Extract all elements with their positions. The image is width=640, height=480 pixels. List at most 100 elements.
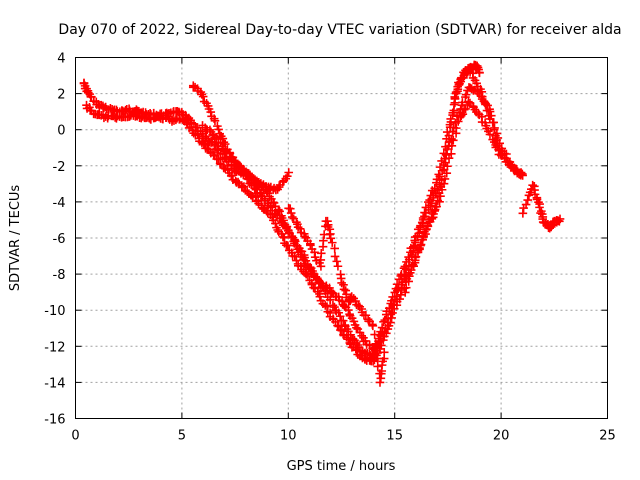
data-point [368,356,378,366]
data-point [386,310,396,319]
data-point [433,196,443,205]
data-point [442,144,452,154]
data-point [401,283,411,293]
data-point [256,190,266,200]
data-point [373,362,383,371]
data-point [333,261,343,271]
data-point [411,238,420,247]
y-tick-label: -8 [53,268,66,283]
data-point [335,311,345,321]
data-point [213,121,222,131]
data-point [448,110,457,120]
data-point [434,188,444,198]
chart-title: Day 070 of 2022, Sidereal Day-to-day VTE… [58,22,621,38]
data-point [352,345,361,355]
data-point [380,327,389,337]
data-point [330,244,339,253]
data-point [286,208,296,218]
data-point [430,184,440,193]
data-point [482,106,492,115]
data-point [206,107,216,117]
data-point [269,198,279,208]
data-point [400,270,410,280]
data-point [340,301,349,311]
data-point [325,230,334,239]
data-point [448,136,458,145]
data-point [300,232,309,241]
data-point [227,171,237,180]
data-point [388,300,398,310]
data-point [326,295,335,304]
data-point [477,92,487,101]
data-point [368,321,378,331]
data-point [417,235,427,244]
data-point [492,136,501,145]
data-point [491,131,500,141]
data-point [451,87,461,97]
data-point [488,118,497,127]
data-point [441,158,450,167]
data-point [489,125,499,134]
data-point [199,139,209,148]
data-point [426,191,436,200]
x-tick-label: 25 [599,429,616,444]
data-point [283,225,293,235]
data-point [436,182,446,191]
axis-ticks [75,57,608,419]
data-point [493,141,502,151]
y-axis-label: SDTVAR / TECUs [8,185,23,292]
data-point [422,224,431,234]
data-point [449,106,459,115]
data-point [349,317,359,326]
data-point [332,257,342,266]
series-track-d [198,121,294,195]
data-point [315,292,325,301]
data-point [418,213,428,223]
data-point [193,130,203,140]
data-point [475,68,484,78]
data-point [198,92,208,101]
data-point [282,222,292,231]
data-point [484,111,494,121]
data-point [316,248,326,258]
data-point [282,171,292,181]
data-point [518,169,527,179]
data-point [516,168,526,177]
data-point [481,100,490,109]
data-point [458,109,468,119]
series-track-b [82,97,506,366]
series-track-g [518,180,565,233]
x-tick-labels: 0 5 10 15 20 25 [71,429,615,444]
data-point [275,207,284,216]
y-tick-label: 2 [57,88,65,103]
data-point [387,304,397,314]
data-point [239,182,249,191]
data-point [271,219,280,228]
data-point [434,170,444,179]
data-point [210,116,220,126]
data-point [404,255,414,264]
data-point [246,172,255,181]
data-point [523,195,533,205]
data-point [214,125,223,134]
data-point [316,255,326,265]
data-point [446,117,456,127]
data-point [440,174,450,184]
series-track-f [400,60,484,297]
data-point [400,288,410,297]
x-axis-label: GPS time / hours [287,459,396,474]
data-point [287,232,296,241]
data-point [279,216,288,225]
data-point [461,90,471,100]
data-point [325,283,334,293]
data-point [485,130,495,139]
data-point [375,378,385,387]
y-tick-label: -10 [44,304,65,319]
data-point [299,255,308,264]
data-point [495,146,504,155]
data-point [202,144,212,153]
data-point [310,252,320,262]
data-point [459,105,469,115]
data-point [283,241,292,250]
data-point [409,261,418,271]
